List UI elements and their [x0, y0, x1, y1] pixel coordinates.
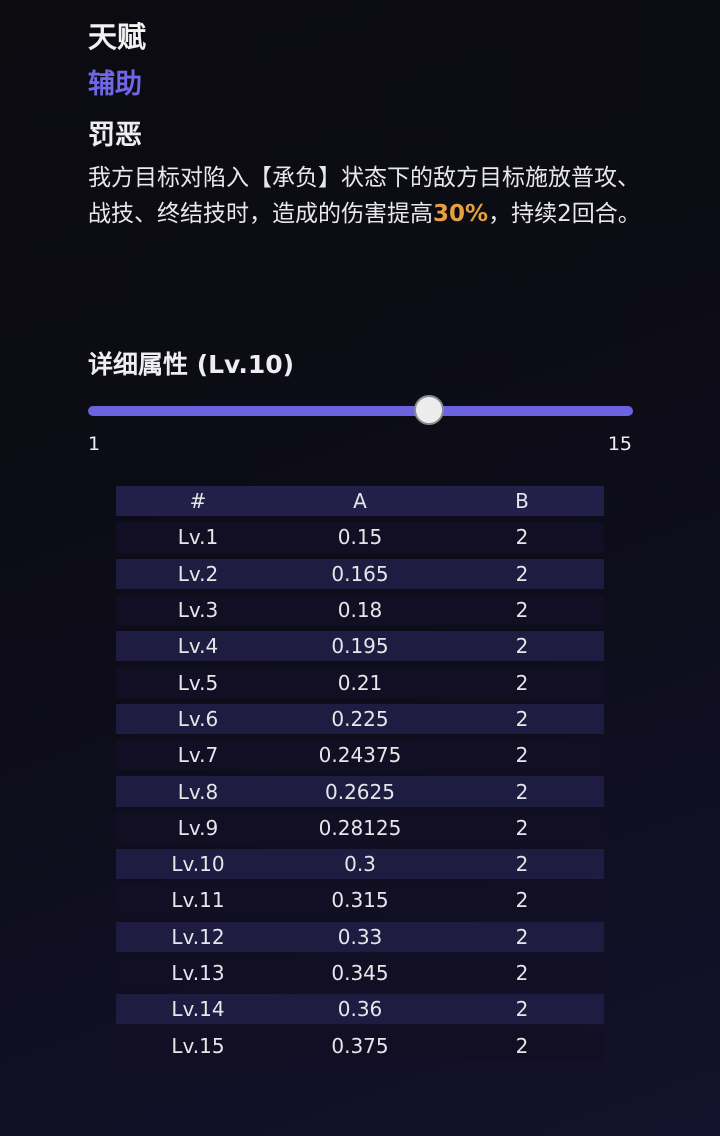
cell-a: 0.375 — [280, 1030, 440, 1061]
slider-min-label: 1 — [88, 433, 101, 455]
cell-a: 0.18 — [280, 594, 440, 626]
header-a: A — [280, 486, 440, 517]
desc-text: 我方目标对陷入【承负】状态下的敌方目标施放普攻、战技、终结技时，造成的伤害提高 — [88, 165, 640, 227]
cell-level: Lv.13 — [116, 957, 280, 989]
table-row: Lv.9 0.28125 2 — [116, 812, 604, 843]
cell-level: Lv.7 — [116, 740, 280, 771]
table-row: Lv.5 0.21 2 — [116, 667, 604, 698]
table-row: Lv.8 0.2625 2 — [116, 776, 604, 807]
cell-a: 0.195 — [280, 631, 440, 662]
cell-a: 0.225 — [280, 703, 440, 735]
cell-b: 2 — [440, 957, 604, 989]
section-heading: 天赋 — [88, 20, 147, 54]
cell-level: Lv.10 — [116, 848, 280, 880]
table-row: Lv.7 0.24375 2 — [116, 740, 604, 771]
cell-a: 0.345 — [280, 957, 440, 989]
table-row: Lv.14 0.36 2 — [116, 994, 604, 1025]
cell-b: 2 — [440, 522, 604, 553]
table-row: Lv.13 0.345 2 — [116, 957, 604, 989]
cell-level: Lv.12 — [116, 921, 280, 952]
cell-a: 0.28125 — [280, 812, 440, 843]
cell-a: 0.315 — [280, 885, 440, 916]
table-row: Lv.10 0.3 2 — [116, 848, 604, 880]
cell-level: Lv.4 — [116, 631, 280, 662]
table-row: Lv.2 0.165 2 — [116, 558, 604, 589]
talent-description: 我方目标对陷入【承负】状态下的敌方目标施放普攻、战技、终结技时，造成的伤害提高3… — [88, 160, 648, 232]
cell-b: 2 — [440, 703, 604, 735]
table-header: # A B — [116, 486, 604, 517]
cell-b: 2 — [440, 776, 604, 807]
cell-b: 2 — [440, 812, 604, 843]
cell-b: 2 — [440, 631, 604, 662]
table-row: Lv.12 0.33 2 — [116, 921, 604, 952]
cell-level: Lv.1 — [116, 522, 280, 553]
level-slider-track[interactable] — [88, 406, 633, 416]
cell-b: 2 — [440, 594, 604, 626]
level-slider-thumb[interactable] — [413, 395, 444, 425]
cell-level: Lv.15 — [116, 1030, 280, 1061]
cell-b: 2 — [440, 848, 604, 880]
cell-a: 0.15 — [280, 522, 440, 553]
talent-name: 罚恶 — [88, 120, 142, 151]
cell-a: 0.36 — [280, 994, 440, 1025]
table-row: Lv.15 0.375 2 — [116, 1030, 604, 1061]
table-row: Lv.6 0.225 2 — [116, 703, 604, 735]
cell-b: 2 — [440, 994, 604, 1025]
table-row: Lv.11 0.315 2 — [116, 885, 604, 916]
cell-a: 0.3 — [280, 848, 440, 880]
cell-level: Lv.3 — [116, 594, 280, 626]
cell-level: Lv.2 — [116, 558, 280, 589]
cell-level: Lv.14 — [116, 994, 280, 1025]
cell-b: 2 — [440, 1030, 604, 1061]
slider-max-label: 15 — [607, 433, 632, 455]
cell-level: Lv.8 — [116, 776, 280, 807]
table-row: Lv.4 0.195 2 — [116, 631, 604, 662]
cell-level: Lv.9 — [116, 812, 280, 843]
cell-b: 2 — [440, 740, 604, 771]
cell-a: 0.165 — [280, 558, 440, 589]
level-table: # A B Lv.1 0.15 2 Lv.2 0.165 2 Lv.3 0.18 2 Lv.4 0.… — [116, 480, 604, 1067]
cell-b: 2 — [440, 558, 604, 589]
detail-title: 详细属性 (Lv.10) — [88, 350, 295, 379]
header-level: # — [116, 486, 280, 517]
cell-a: 0.33 — [280, 921, 440, 952]
cell-a: 0.2625 — [280, 776, 440, 807]
header-b: B — [440, 486, 604, 517]
cell-a: 0.21 — [280, 667, 440, 698]
talent-type: 辅助 — [88, 69, 142, 100]
cell-level: Lv.11 — [116, 885, 280, 916]
cell-a: 0.24375 — [280, 740, 440, 771]
desc-text-end: ，持续2回合。 — [488, 201, 641, 227]
cell-b: 2 — [440, 921, 604, 952]
cell-b: 2 — [440, 885, 604, 916]
cell-b: 2 — [440, 667, 604, 698]
table-row: Lv.1 0.15 2 — [116, 522, 604, 553]
desc-highlight: 30% — [433, 201, 489, 227]
table-row: Lv.3 0.18 2 — [116, 594, 604, 626]
cell-level: Lv.5 — [116, 667, 280, 698]
cell-level: Lv.6 — [116, 703, 280, 735]
